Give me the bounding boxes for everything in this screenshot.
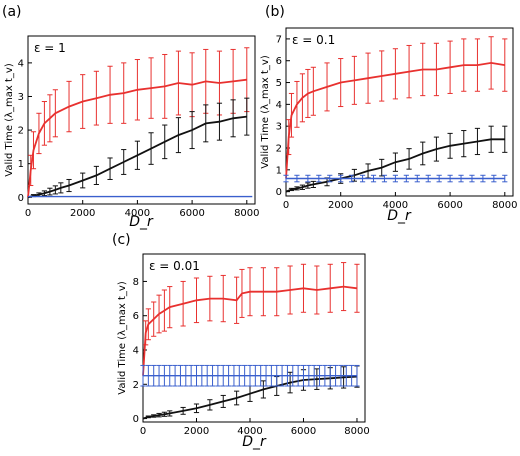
epsilon-annotation: ε = 1 <box>34 41 66 55</box>
panel-label: (b) <box>265 4 285 20</box>
y-tick-label: 7 <box>276 34 282 45</box>
x-axis-label: D_r <box>387 208 412 224</box>
y-tick-label: 0 <box>133 414 139 425</box>
x-tick-label: 8000 <box>492 200 517 211</box>
y-tick-label: 2 <box>18 126 24 137</box>
x-axis-label: D_r <box>242 434 267 450</box>
y-tick-label: 4 <box>133 346 139 357</box>
series-line <box>27 115 247 199</box>
chart-marks: 0 2000 4000 6000 8000 0 1 2 3 4 <box>18 47 260 219</box>
panel-a: (a) ε = 1 Valid Time (λ_max t_v) D_r 0 20… <box>2 4 260 230</box>
x-tick-label: 6000 <box>179 208 204 219</box>
y-tick-label: 0 <box>18 193 24 204</box>
plot-frame <box>142 253 366 423</box>
x-tick-label: 2000 <box>70 208 95 219</box>
x-tick-label: 0 <box>140 426 146 437</box>
x-tick-label: 6000 <box>437 200 462 211</box>
y-tick-label: 8 <box>133 277 139 288</box>
y-axis-label: Valid Time (λ_max t_v) <box>4 63 15 177</box>
x-tick-label: 6000 <box>291 426 316 437</box>
epsilon-annotation: ε = 0.01 <box>149 259 200 273</box>
y-tick-label: 3 <box>276 122 282 133</box>
series-line <box>285 61 505 179</box>
y-tick-label: 2 <box>276 144 282 155</box>
panel-label: (a) <box>2 4 22 20</box>
epsilon-annotation: ε = 0.1 <box>292 33 335 47</box>
y-tick-label: 6 <box>133 311 139 322</box>
panel-c: (c) ε = 0.01 Valid Time (λ_max t_v) D_r … <box>112 232 370 450</box>
y-tick-label: 5 <box>276 78 282 89</box>
y-axis-label: Valid Time (λ_max t_v) <box>117 281 128 395</box>
y-tick-label: 1 <box>276 165 282 176</box>
y-tick-label: 1 <box>18 159 24 170</box>
y-tick-label: 6 <box>276 56 282 67</box>
chart-marks: 0 2000 4000 6000 8000 0 2 4 6 8 <box>133 262 370 437</box>
y-tick-label: 3 <box>18 92 24 103</box>
x-tick-label: 8000 <box>344 426 369 437</box>
y-tick-label: 0 <box>276 187 282 198</box>
x-tick-label: 4000 <box>237 426 262 437</box>
plot-frame <box>285 27 514 197</box>
x-tick-label: 2000 <box>328 200 353 211</box>
x-axis-label: D_r <box>129 214 154 230</box>
y-tick-label: 4 <box>18 58 24 69</box>
series-line <box>27 78 247 198</box>
y-tick-label: 2 <box>133 380 139 391</box>
x-tick-label: 0 <box>283 200 289 211</box>
x-tick-label: 2000 <box>184 426 209 437</box>
x-tick-label: 8000 <box>234 208 259 219</box>
series-line <box>142 285 358 376</box>
x-tick-label: 0 <box>25 208 31 219</box>
series-line <box>285 138 505 193</box>
panel-b: (b) ε = 0.1 Valid Time (λ_max t_v) D_r 0… <box>260 4 518 224</box>
y-axis-label: Valid Time (λ_max t_v) <box>260 55 271 169</box>
x-tick-label: 4000 <box>383 200 408 211</box>
chart-marks: 0 2000 4000 6000 8000 0 1 2 3 4 5 6 7 <box>276 34 518 211</box>
plot-frame <box>27 35 256 205</box>
panel-label: (c) <box>112 232 131 248</box>
y-tick-label: 4 <box>276 100 282 111</box>
x-tick-label: 4000 <box>125 208 150 219</box>
